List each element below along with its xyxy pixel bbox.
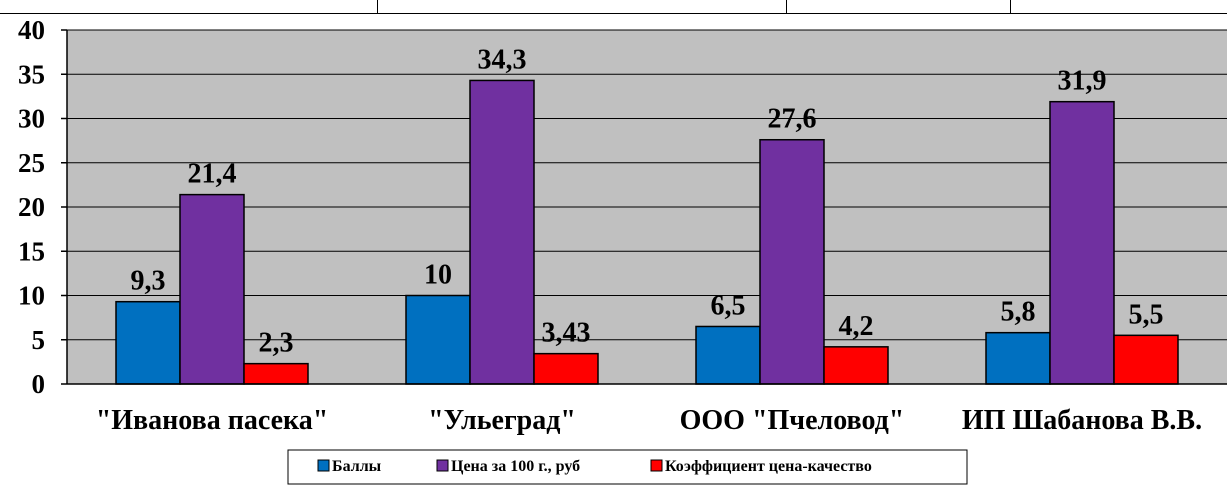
data-label: 31,9 — [1058, 66, 1107, 97]
gridlines — [67, 29, 1227, 341]
legend-swatch — [436, 459, 449, 472]
y-tick-label: 5 — [32, 325, 46, 355]
data-label: 21,4 — [188, 159, 237, 190]
category-label: "Ульеград" — [428, 405, 576, 436]
bars — [115, 79, 1179, 385]
legend-swatch — [317, 459, 330, 472]
data-label: 6,5 — [711, 290, 746, 321]
category-label: ИП Шабанова В.В. — [962, 405, 1202, 436]
data-label: 2,3 — [259, 328, 294, 359]
y-tick-label: 0 — [32, 369, 46, 399]
top-table-border — [0, 0, 1227, 14]
data-label: 3,43 — [542, 318, 591, 349]
legend: Баллы Цена за 100 г., руб Коэффициент цена… — [287, 449, 968, 485]
data-label: 27,6 — [768, 104, 817, 135]
y-tick-label: 20 — [18, 192, 45, 222]
legend-label: Цена за 100 г., руб — [451, 458, 580, 475]
y-tick-label: 10 — [18, 281, 45, 311]
legend-label: Баллы — [332, 458, 382, 475]
y-tick-label: 40 — [18, 15, 45, 45]
data-labels: 9,3 21,4 2,3 10 34,3 3,43 6,5 27,6 4,2 5,8 31,9 5,5 — [131, 44, 1164, 358]
data-label: 9,3 — [131, 266, 166, 297]
bar — [985, 331, 1051, 385]
bar — [179, 193, 245, 385]
y-tick-label: 35 — [18, 59, 45, 89]
bar — [1049, 100, 1115, 385]
y-axis-ticks: 0 5 10 15 20 25 30 35 40 — [18, 15, 67, 399]
y-tick-label: 30 — [18, 104, 45, 134]
legend-label: Коэффициент цена-качество — [665, 458, 872, 475]
legend-box — [287, 449, 968, 485]
bar — [759, 138, 825, 385]
bar — [243, 362, 309, 385]
y-tick-label: 15 — [18, 236, 45, 266]
x-axis-category-labels: "Иванова пасека" "Ульеград" ООО "Пчеловод"… — [96, 405, 1202, 436]
category-label: ООО "Пчеловод" — [680, 405, 905, 436]
y-tick-label: 25 — [18, 148, 45, 178]
data-label: 10 — [424, 260, 452, 291]
data-label: 5,5 — [1129, 299, 1164, 330]
bar — [405, 294, 471, 385]
bar — [533, 352, 599, 385]
bar — [1113, 334, 1179, 385]
bar — [115, 300, 181, 385]
bar — [823, 346, 889, 385]
data-label: 4,2 — [839, 311, 874, 342]
category-label: "Иванова пасека" — [96, 405, 329, 436]
data-label: 5,8 — [1001, 297, 1036, 328]
bar — [695, 325, 761, 385]
bar — [469, 79, 535, 385]
data-label: 34,3 — [478, 44, 527, 75]
legend-swatch — [650, 459, 663, 472]
